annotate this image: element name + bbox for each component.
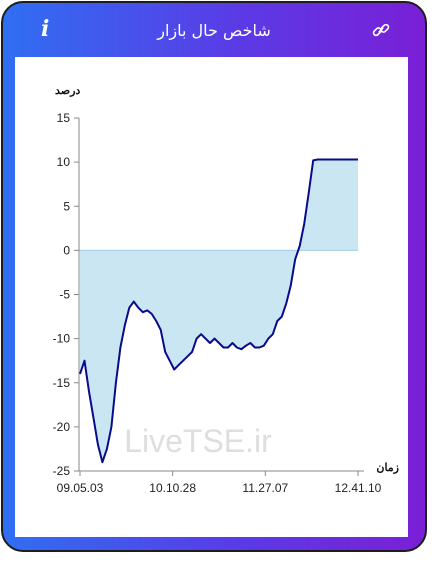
info-icon[interactable]: i	[41, 16, 50, 42]
x-tick-label: 12.41.10	[335, 481, 382, 495]
y-tick-label: 0	[63, 243, 70, 257]
widget-card: i شاخص حال بازار 15 10 5 0 -5 -10 -15 -20 -25 09.…	[1, 1, 427, 552]
y-tick-label: -15	[53, 376, 71, 390]
widget-title: شاخص حال بازار	[157, 20, 271, 40]
y-tick-label: 10	[57, 155, 71, 169]
y-tick-label: -25	[53, 464, 71, 478]
area-fill	[80, 159, 358, 463]
series-line	[79, 158, 358, 464]
watermark: LiveTSE.ir	[124, 423, 272, 459]
chart-panel: 15 10 5 0 -5 -10 -15 -20 -25 09.05.03 10.10.28 11.2…	[15, 57, 408, 537]
x-tick-label: 10.10.28	[149, 481, 196, 495]
y-tick-label: 15	[57, 111, 71, 125]
link-icon[interactable]	[371, 20, 391, 40]
x-tick-label: 11.27.07	[242, 481, 288, 495]
header-bar: i شاخص حال بازار	[3, 3, 425, 57]
x-tick-label: 09.05.03	[57, 481, 104, 495]
y-tick-label: -5	[59, 288, 70, 302]
y-tick-label: -20	[53, 420, 71, 434]
x-axis-title: زمان	[376, 462, 399, 474]
market-index-chart: 15 10 5 0 -5 -10 -15 -20 -25 09.05.03 10.10.28 11.2…	[53, 85, 399, 495]
y-tick-label: 5	[63, 199, 70, 213]
y-axis-title: درصد	[55, 85, 80, 97]
y-tick-label: -10	[53, 332, 71, 346]
